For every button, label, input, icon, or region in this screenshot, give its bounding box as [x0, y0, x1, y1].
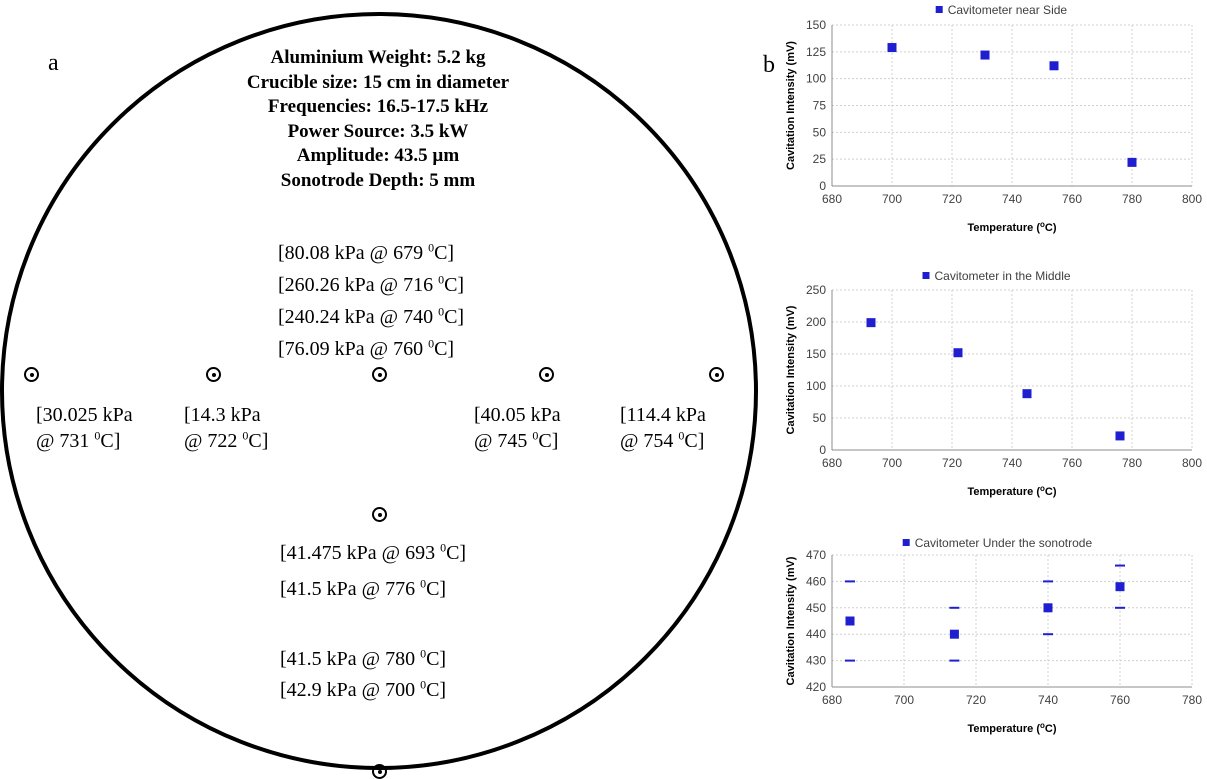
y-tick-label: 0 [819, 179, 826, 193]
x-tick-label: 760 [1062, 456, 1082, 470]
sensor-left-marker [206, 367, 221, 382]
spec-amplitude: Amplitude: 43.5 µm [296, 145, 460, 166]
y-tick-label: 150 [806, 18, 826, 32]
x-tick-label: 760 [1062, 192, 1082, 206]
panel-label-b: b [763, 52, 775, 78]
y-tick-label: 150 [806, 347, 826, 361]
chart-2: 0 50 100 150 200 250 680 700 720 740 760 780 800 Temp… [785, 269, 1202, 498]
y-tick-label: 460 [806, 574, 826, 588]
data-point [1022, 389, 1032, 399]
y-tick-label: 470 [806, 548, 826, 562]
x-tick-label: 760 [1110, 693, 1130, 707]
y-tick-label: 100 [806, 379, 826, 393]
x-axis-title: Temperature (oC) [967, 220, 1056, 234]
lower-reading-2: [41.5 kPa @ 776 0C] [280, 576, 447, 600]
y-tick-label: 75 [813, 99, 827, 113]
x-tick-label: 740 [1038, 693, 1058, 707]
data-point [1049, 61, 1059, 71]
x-tick-label: 720 [942, 456, 962, 470]
y-tick-label: 25 [813, 152, 827, 166]
legend-marker [922, 272, 930, 279]
x-tick-label: 740 [1002, 456, 1022, 470]
y-axis-title: Cavitation Intensity (mV) [785, 305, 797, 434]
x-tick-label: 700 [882, 192, 902, 206]
y-tick-label: 50 [813, 411, 827, 425]
y-tick-label: 200 [806, 315, 826, 329]
center-reading-3: [240.24 kPa @ 740 0C] [278, 304, 465, 328]
legend-label: Cavitometer near Side [948, 3, 1068, 17]
sensor-center-marker [372, 367, 387, 382]
y-axis-title: Cavitation Intensity (mV) [785, 41, 797, 170]
data-point [1115, 431, 1125, 441]
legend-marker [902, 539, 910, 546]
data-point [1127, 157, 1137, 167]
sensor-far-left-marker [24, 367, 39, 382]
side-reading-far-right: [114.4 kPa @ 754 0C] [620, 404, 706, 452]
sensor-far-right-marker [709, 367, 724, 382]
chart-1: 0 25 50 75 100 125 150 680 700 720 740 760 780 800 Tem… [785, 3, 1202, 234]
y-tick-label: 440 [806, 627, 826, 641]
x-tick-label: 700 [894, 693, 914, 707]
data-point [1115, 582, 1125, 592]
x-tick-label: 740 [1002, 192, 1022, 206]
y-tick-label: 250 [806, 283, 826, 297]
y-axis-title: Cavitation Intensity (mV) [785, 556, 797, 685]
x-tick-label: 680 [822, 693, 842, 707]
side-reading-far-left: [30.025 kPa @ 731 0C] [36, 404, 133, 452]
x-tick-label: 680 [822, 192, 842, 206]
y-tick-label: 450 [806, 601, 826, 615]
spec-crucible-size: Crucible size: 15 cm in diameter [246, 71, 510, 93]
data-point [1043, 603, 1053, 613]
lower-reading-1: [41.475 kPa @ 693 0C] [280, 540, 467, 564]
spec-sonotrode-depth: Sonotrode Depth: 5 mm [280, 169, 476, 191]
y-tick-label: 430 [806, 654, 826, 668]
center-reading-1: [80.08 kPa @ 679 0C] [278, 240, 455, 264]
x-tick-label: 700 [882, 456, 902, 470]
spec-power-source: Power Source: 3.5 kW [287, 120, 469, 142]
data-point [887, 43, 897, 53]
sensor-right-marker [539, 367, 554, 382]
data-point [953, 348, 963, 358]
legend-label: Cavitometer Under the sonotrode [915, 536, 1093, 550]
panel-a: a Aluminium Weight: 5.2 kg Crucible size… [0, 12, 758, 779]
data-point [866, 318, 876, 328]
legend-label: Cavitometer in the Middle [935, 269, 1071, 283]
x-tick-label: 780 [1122, 192, 1142, 206]
side-reading-left: [14.3 kPa @ 722 0C] [184, 404, 269, 452]
center-reading-2: [260.26 kPa @ 716 0C] [278, 272, 465, 296]
data-point [980, 50, 990, 60]
y-tick-label: 125 [806, 45, 826, 59]
chart-3: 420 430 440 450 460 470 680 700 720 740 760 780 Temp… [785, 536, 1202, 735]
x-tick-label: 720 [966, 693, 986, 707]
panel-b: b 0 25 50 75 100 125 150 680 700 720 740 760 780 800 T… [760, 0, 1207, 774]
bottom-reading-2: [42.9 kPa @ 700 0C] [280, 677, 447, 701]
x-tick-label: 720 [942, 192, 962, 206]
y-tick-label: 0 [819, 443, 826, 457]
spec-weight: Aluminium Weight: 5.2 kg [270, 47, 486, 68]
x-tick-label: 780 [1182, 693, 1202, 707]
data-point [845, 616, 855, 626]
x-axis-title: Temperature (oC) [967, 484, 1056, 498]
bottom-reading-1: [41.5 kPa @ 780 0C] [280, 646, 447, 670]
x-tick-label: 800 [1182, 192, 1202, 206]
sensor-lower-marker [372, 507, 387, 522]
x-axis-title: Temperature (oC) [967, 721, 1056, 735]
x-tick-label: 780 [1122, 456, 1142, 470]
center-reading-4: [76.09 kPa @ 760 0C] [278, 336, 455, 360]
data-point [949, 629, 959, 639]
side-reading-right: [40.05 kPa @ 745 0C] [474, 404, 561, 452]
spec-frequencies: Frequencies: 16.5-17.5 kHz [267, 96, 489, 117]
y-tick-label: 420 [806, 680, 826, 694]
x-tick-label: 680 [822, 456, 842, 470]
panel-label-a: a [48, 50, 59, 76]
y-tick-label: 50 [813, 125, 827, 139]
legend-marker [935, 6, 943, 13]
charts-area: 0 25 50 75 100 125 150 680 700 720 740 760 780 800 Tem… [785, 3, 1202, 735]
x-tick-label: 800 [1182, 456, 1202, 470]
sensor-bottom-marker [372, 764, 387, 779]
y-tick-label: 100 [806, 72, 826, 86]
